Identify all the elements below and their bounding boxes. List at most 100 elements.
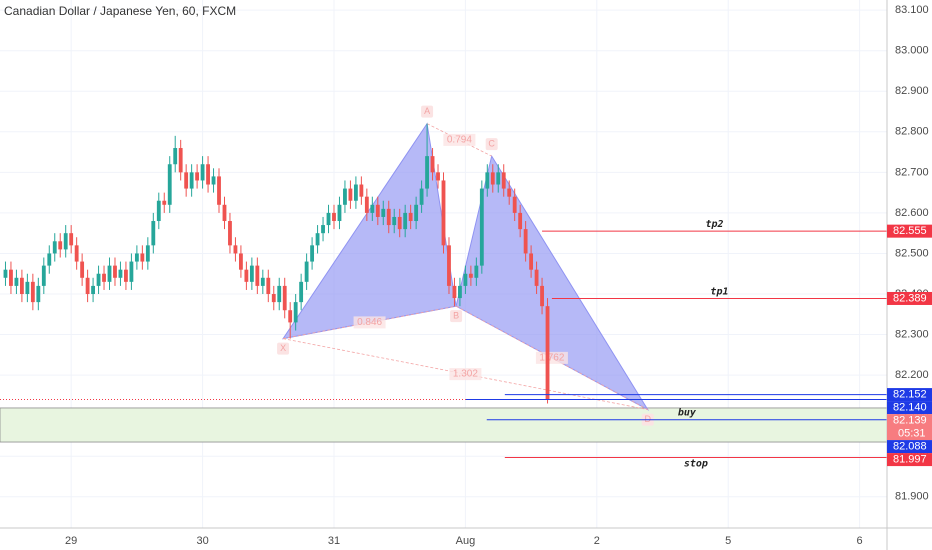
candle-body [458,285,462,299]
candle-body [151,221,156,246]
candle-body [408,212,413,222]
candle-body [233,245,238,254]
candle-body [523,229,528,254]
candle-body [310,245,315,262]
candle-body [80,261,85,278]
candle-body [124,269,128,282]
candle-body [260,277,265,286]
candle-body [288,310,293,323]
candle-body [540,285,544,307]
candle-body [299,281,304,303]
ratio-label: 1.762 [539,353,564,364]
ratio-line [282,305,457,340]
level-label: tp1 [710,286,728,297]
candle-body [397,216,402,230]
price-tag-label: 82.139 [893,414,927,426]
x-tick-label: 29 [65,535,77,547]
candle-body [25,281,30,295]
candle-body [282,285,287,311]
candle-body [63,233,68,250]
x-tick-label: 30 [196,535,208,547]
price-tag-label: 82.389 [893,292,927,304]
candle-body [293,302,298,323]
candle-body [206,164,210,185]
candle-body [403,212,408,230]
candle-body [134,253,139,262]
candle-body [14,277,19,286]
y-tick-label: 81.900 [895,491,929,503]
candle-body [217,176,221,205]
candle-body [463,273,468,286]
price-tag [887,224,932,238]
y-tick-label: 82.900 [895,85,929,97]
point-label: C [488,139,495,149]
candle-body [414,204,419,222]
chart-title: Canadian Dollar / Japanese Yen, 60, FXCM [4,4,236,18]
y-tick-label: 82.600 [895,207,929,219]
candle-body [277,285,282,303]
y-tick-label: 82.300 [895,328,929,340]
x-tick-label: Aug [456,535,476,547]
x-tick-label: 31 [328,535,340,547]
level-label: stop [684,458,708,469]
candle-body [58,241,63,250]
ratio-label-bg [535,351,568,364]
candle-body [447,245,451,286]
ratio-label-bg [449,368,482,381]
candle-body [47,253,52,266]
ratio-label-bg [353,316,386,329]
candle-body [485,172,490,189]
price-tag-label: 82.140 [893,401,927,413]
candle-body [36,285,41,303]
point-label-bg [450,310,463,323]
candle-body [304,261,309,282]
point-label-bg [421,105,434,118]
candle-body [425,156,429,189]
candle-body [490,172,495,185]
point-label: X [280,343,286,353]
candle-body [430,156,435,173]
x-tick-label: 2 [594,535,600,547]
candle-body [441,180,446,246]
candle-body [343,188,347,205]
candle-body [326,212,331,226]
y-tick-label: 83.000 [895,45,929,57]
price-tag [887,291,932,305]
price-tag-label: 81.997 [893,453,927,465]
y-tick-label: 82.700 [895,166,929,178]
level-label: buy [678,408,697,419]
candle-body [244,269,249,282]
candle-body [96,273,101,286]
zone [0,407,888,443]
candle-body [321,225,325,234]
candle-body [9,269,13,286]
x-tick-label: 6 [857,535,863,547]
candle-body [107,265,112,282]
candle-body [518,212,523,230]
axes: 83.100 83.000 82.900 82.800 82.700 82.600 82.5… [65,4,932,547]
point-label: D [644,414,651,424]
candle-body [156,200,161,222]
candle-body [337,204,342,222]
ratio-line [455,305,648,410]
candle-body [129,261,134,282]
candle-body [140,253,145,262]
ratio-label-bg [443,133,476,146]
candle-body [162,200,167,205]
candle-body [353,184,358,201]
candle-body [479,188,484,266]
candle-body [91,285,95,295]
candle-body [118,269,123,278]
candle-body [529,253,534,270]
ratio-label: 0.794 [447,135,472,146]
price-tag [887,401,932,415]
candle-body [436,172,440,181]
candle-body [228,221,232,246]
candle-body [69,233,74,246]
candle-body [266,277,271,295]
candle-body [468,273,473,278]
candle-body [200,164,205,181]
candle-body [381,208,386,217]
